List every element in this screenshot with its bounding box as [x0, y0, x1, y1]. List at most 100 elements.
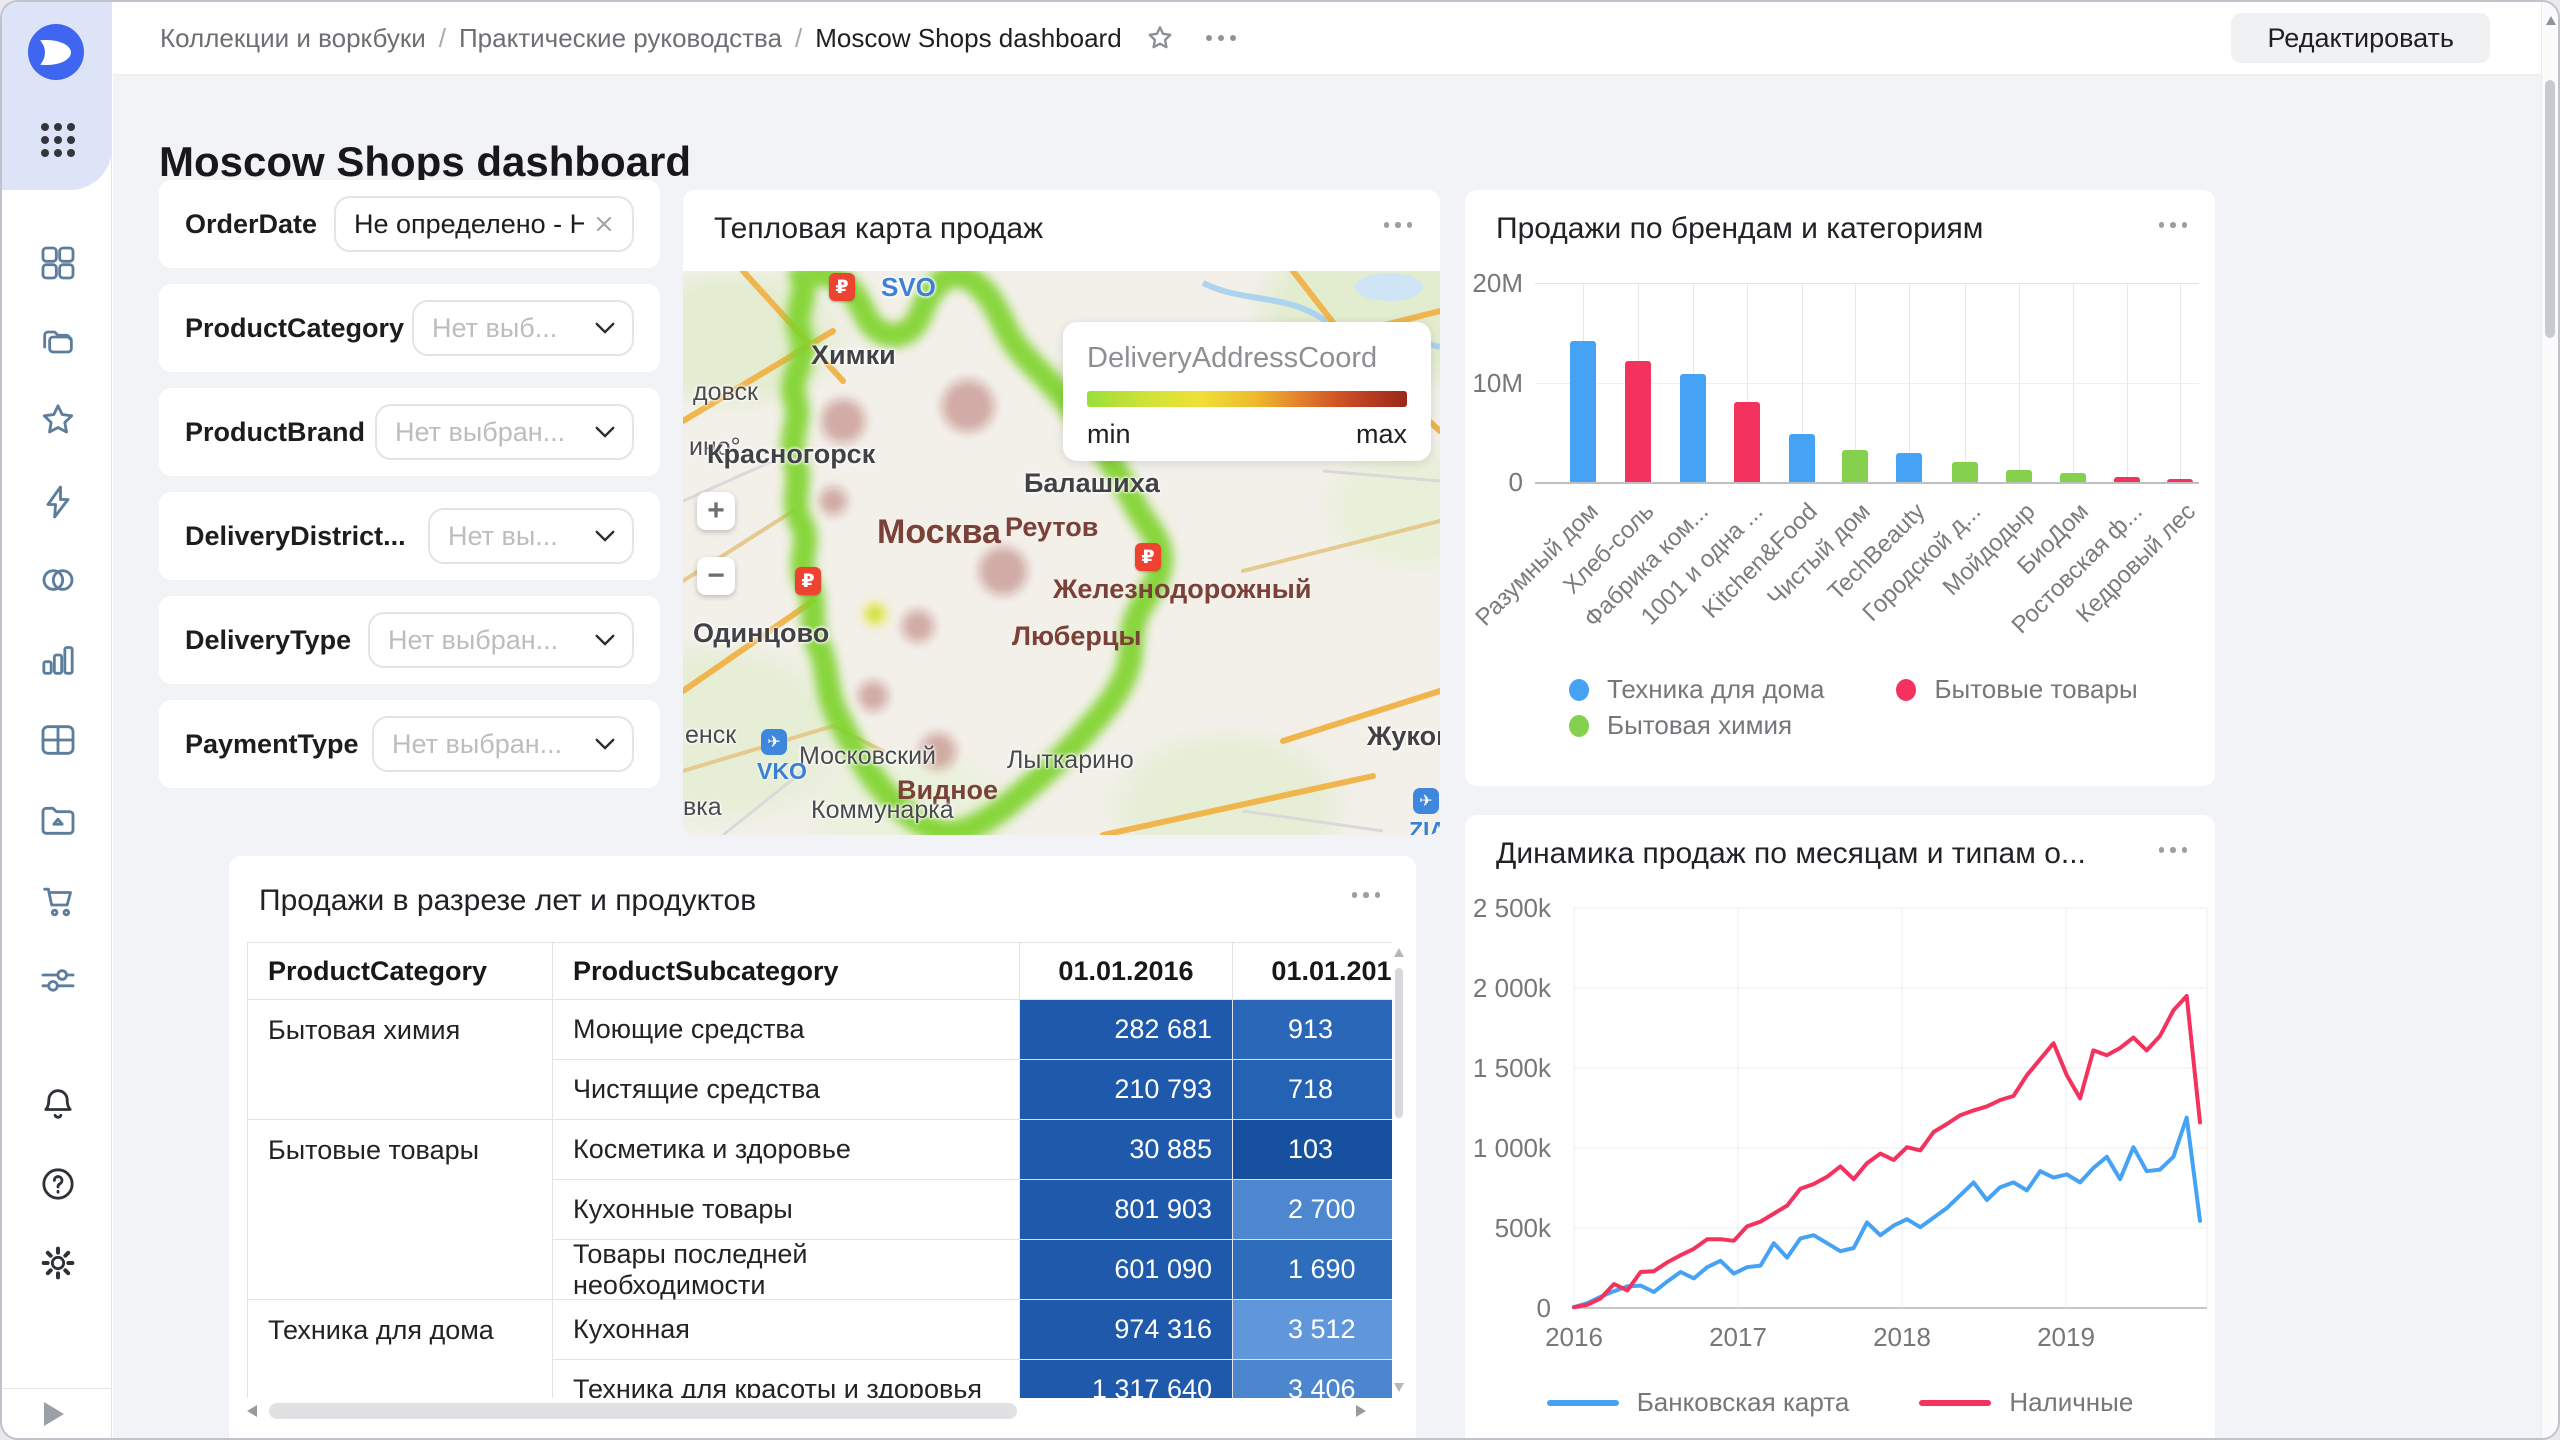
map-label: Лыткарино [1007, 746, 1134, 775]
sidebar-help-icon[interactable] [38, 1164, 78, 1204]
breadcrumb-link[interactable]: Практические руководства [459, 23, 782, 54]
filter-select-control[interactable]: Нет выб... [412, 300, 634, 356]
legend-label: Банковская карта [1637, 1387, 1850, 1418]
scroll-up-icon[interactable] [2546, 16, 2556, 25]
edit-button[interactable]: Редактировать [2231, 13, 2490, 63]
table-scroll-left-icon[interactable] [247, 1405, 257, 1417]
filter-select-control[interactable]: Нет выбран... [375, 404, 634, 460]
filter-placeholder: Нет выбран... [388, 625, 584, 656]
table-scroll-up-icon[interactable] [1394, 948, 1404, 957]
bar-axisline [1535, 283, 2199, 284]
page-scrollbar-thumb[interactable] [2545, 80, 2555, 338]
line-xtick: 2017 [1698, 1322, 1778, 1353]
bar-ytick: 10M [1465, 368, 1523, 399]
line-ytick: 0 [1465, 1293, 1551, 1324]
sidebar-bell-icon[interactable] [38, 1084, 78, 1124]
map-legend-gradient [1087, 391, 1407, 407]
table-header-3: 01.01.2016 [1020, 943, 1233, 1000]
filter-label: ProductCategory [185, 284, 404, 372]
table-subcategory-cell: Косметика и здоровье [553, 1120, 1020, 1180]
sidebar-folder-image-icon[interactable] [38, 800, 78, 840]
map-label: Москва [877, 513, 1001, 552]
breadcrumb-link[interactable]: Коллекции и воркбуки [160, 23, 426, 54]
filter-select-control[interactable]: Нет вы... [428, 508, 634, 564]
filter-select-control[interactable]: Нет выбран... [368, 612, 634, 668]
line-xtick: 2016 [1534, 1322, 1614, 1353]
filter-value: Не определено - Н [354, 209, 584, 240]
map-label: Железнодорожный [1053, 574, 1311, 605]
sidebar-cart-icon[interactable] [38, 880, 78, 920]
sidebar-gear-icon[interactable] [38, 1243, 78, 1283]
table-value-2017: 2 700 [1233, 1180, 1392, 1240]
airport-icon: ✈ [761, 729, 787, 755]
favorite-star-icon[interactable] [1144, 22, 1176, 54]
breadcrumb: Коллекции и воркбуки/Практические руково… [160, 23, 1122, 54]
bar-10 [2060, 473, 2086, 482]
filter-placeholder: Нет выб... [432, 313, 584, 344]
table-subcategory-cell: Товары последней необходимости [553, 1240, 1020, 1300]
bar-plot: 20M10M0Разумный домХлеб-сольФабрика ком.… [1465, 190, 2215, 786]
ruble-marker-icon[interactable]: ₽ [1135, 543, 1161, 571]
filter-placeholder: Нет выбран... [392, 729, 584, 760]
table-value-2017: 913 [1233, 1000, 1392, 1060]
ruble-marker-icon[interactable]: ₽ [795, 567, 821, 595]
line-plot: 2 500k2 000k1 500k1 000k500k020162017201… [1465, 815, 2215, 1440]
map-label: Одинцово [693, 618, 829, 649]
map-canvas[interactable]: SVOХимкидовскино°КрасногорскБалашихаМоск… [683, 271, 1440, 835]
apps-grid-icon[interactable] [38, 120, 78, 160]
sidebar-layout-icon[interactable] [38, 243, 78, 283]
filter-value-control[interactable]: Не определено - Н [334, 196, 634, 252]
datalens-logo-icon[interactable] [28, 24, 84, 80]
map-zoom-in-button[interactable]: + [697, 492, 735, 530]
map-label: енск [685, 721, 736, 750]
sidebar-grid-table-icon[interactable] [38, 720, 78, 760]
legend-line [1919, 1400, 1991, 1406]
legend-item[interactable]: Наличные [1919, 1387, 2133, 1418]
sidebar [2, 2, 112, 1440]
ruble-marker-icon[interactable]: ₽ [829, 273, 855, 301]
map-zoom-out-button[interactable]: − [697, 557, 735, 595]
sales-table-menu-icon[interactable] [1352, 892, 1381, 898]
breadcrumb-more-icon[interactable] [1206, 35, 1236, 41]
legend-item[interactable]: Техника для дома [1569, 674, 1824, 705]
sales-table-widget: Продажи в разрезе лет и продуктов Produc… [229, 856, 1416, 1440]
map-legend: DeliveryAddressCoord min max [1063, 322, 1431, 461]
filter-select-control[interactable]: Нет выбран... [372, 716, 634, 772]
legend-item[interactable]: Бытовые товары [1896, 674, 2137, 705]
table-category-cell: Техника для дома [248, 1300, 553, 1398]
line-legend: Банковская карта Наличные [1465, 1387, 2215, 1418]
sidebar-star-icon[interactable] [38, 400, 78, 440]
heatmap-title: Тепловая карта продаж [714, 212, 1043, 246]
bar-1 [1570, 341, 1596, 482]
table-value-2016: 1 317 640 [1020, 1360, 1233, 1398]
heatmap-menu-icon[interactable] [1384, 222, 1413, 228]
legend-item[interactable]: Банковская карта [1547, 1387, 1850, 1418]
table-value-2016: 30 885 [1020, 1120, 1233, 1180]
sidebar-sliders-icon[interactable] [38, 960, 78, 1000]
sidebar-chart-bars-icon[interactable] [38, 640, 78, 680]
legend-item[interactable]: Бытовая химия [1569, 710, 1792, 741]
chevron-down-icon [594, 633, 616, 647]
table-vertical-scrollbar [1392, 942, 1406, 1398]
table-category-cell: Бытовые товары [248, 1120, 553, 1300]
map-label: Химки [811, 340, 896, 371]
table-scroll-right-icon[interactable] [1356, 1405, 1366, 1417]
table-hscroll-thumb[interactable] [269, 1403, 1017, 1419]
sidebar-folders-icon[interactable] [38, 322, 78, 362]
clear-icon[interactable] [592, 212, 616, 236]
topbar: Коллекции и воркбуки/Практические руково… [113, 2, 2558, 75]
legend-label: Наличные [2009, 1387, 2133, 1418]
table-value-2017: 1 690 [1233, 1240, 1392, 1300]
table-vscroll-thumb[interactable] [1395, 968, 1403, 1118]
sidebar-expand-icon[interactable] [44, 1402, 64, 1426]
table-scroll-down-icon[interactable] [1394, 1383, 1404, 1392]
map-legend-min: min [1087, 419, 1131, 450]
bar-3 [1680, 374, 1706, 482]
line-ytick: 1 000k [1465, 1133, 1551, 1164]
bar-11 [2114, 477, 2140, 482]
filter-productbrand: ProductBrandНет выбран... [159, 388, 660, 476]
table-value-2017: 3 406 [1233, 1360, 1392, 1398]
sidebar-lightning-icon[interactable] [38, 482, 78, 522]
table-scroll-area: ProductCategoryProductSubcategory01.01.2… [247, 942, 1392, 1398]
sidebar-circles-icon[interactable] [38, 560, 78, 600]
